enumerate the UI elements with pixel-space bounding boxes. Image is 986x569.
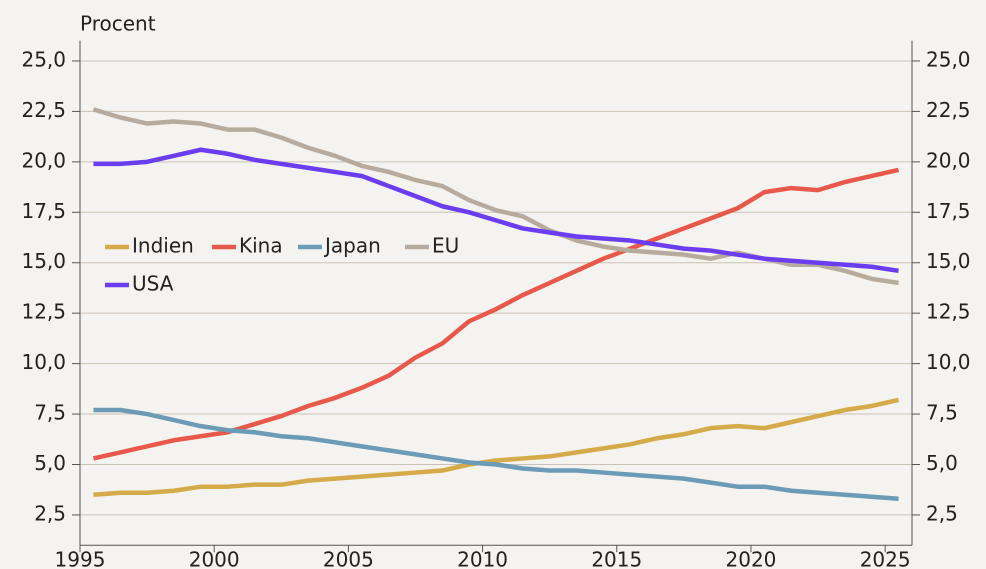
x-tick-label: 2010 bbox=[457, 548, 508, 569]
legend-label: EU bbox=[432, 234, 459, 258]
y-tick-label: 17,5 bbox=[21, 199, 66, 223]
legend-label: Kina bbox=[239, 234, 283, 258]
y-tick-label: 2,5 bbox=[34, 501, 66, 525]
legend-label: Indien bbox=[132, 234, 194, 258]
x-tick-label: 2025 bbox=[860, 548, 911, 569]
y2-tick-label: 12,5 bbox=[926, 300, 971, 324]
x-tick-label: 2005 bbox=[323, 548, 374, 569]
y2-tick-label: 22,5 bbox=[926, 98, 971, 122]
y-tick-label: 20,0 bbox=[21, 148, 66, 172]
line-series bbox=[93, 147, 899, 274]
x-tick-label: 1995 bbox=[55, 548, 106, 569]
y2-tick-label: 17,5 bbox=[926, 199, 971, 223]
y2-tick-label: 10,0 bbox=[926, 350, 971, 374]
y-tick-label: 25,0 bbox=[21, 47, 66, 71]
x-tick-label: 2015 bbox=[591, 548, 642, 569]
y2-tick-label: 7,5 bbox=[926, 401, 958, 425]
y-tick-label: 5,0 bbox=[34, 451, 66, 475]
line-series bbox=[93, 397, 900, 498]
y-tick-label: 12,5 bbox=[21, 300, 66, 324]
y-tick-label: 7,5 bbox=[34, 401, 66, 425]
x-tick-label: 2020 bbox=[726, 548, 777, 569]
y2-tick-label: 25,0 bbox=[926, 47, 971, 71]
y2-tick-label: 15,0 bbox=[926, 249, 971, 273]
line-series bbox=[93, 407, 899, 502]
y-tick-label: 10,0 bbox=[21, 350, 66, 374]
x-tick-label: 2000 bbox=[189, 548, 240, 569]
legend-label: Japan bbox=[323, 234, 381, 258]
legend-label: USA bbox=[132, 272, 174, 296]
y-tick-label: 15,0 bbox=[21, 249, 66, 273]
y-tick-label: 22,5 bbox=[21, 98, 66, 122]
y2-tick-label: 2,5 bbox=[926, 501, 958, 525]
y2-tick-label: 20,0 bbox=[926, 148, 971, 172]
y2-tick-label: 5,0 bbox=[926, 451, 958, 475]
y-axis-label: Procent bbox=[80, 12, 156, 36]
